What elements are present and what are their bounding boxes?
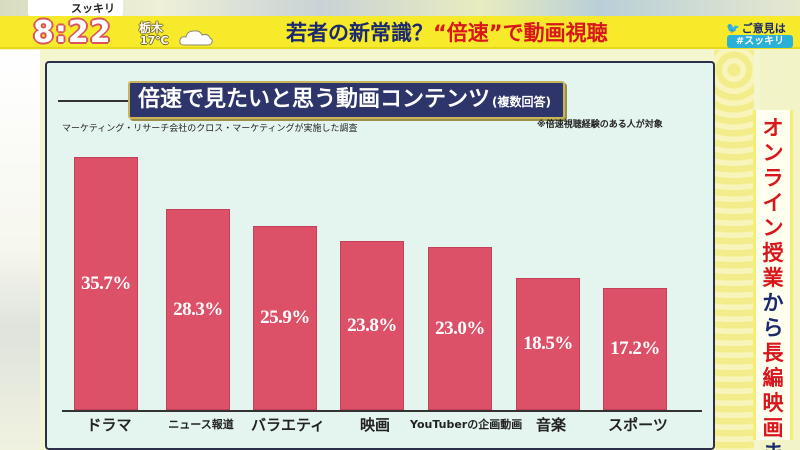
- side-char: 映: [762, 391, 784, 415]
- side-char: ン: [762, 141, 784, 165]
- bar-value: 28.3%: [173, 298, 223, 320]
- side-char: ら: [762, 316, 784, 340]
- clock: 8:22: [33, 15, 112, 50]
- chart-title-text: 倍速で見たいと思う動画コンテンツ: [138, 87, 491, 112]
- bar-chart: 35.7% 28.3% 25.9% 23.8% 23.0% 18.5% 17.2…: [62, 140, 702, 412]
- bar-drama: 35.7%: [74, 157, 138, 410]
- bar-movie: 23.8%: [340, 241, 404, 410]
- chart-source: マーケティング・リサーチ会社のクロス・マーケティングが実施した調査: [62, 124, 358, 134]
- side-char: 編: [762, 366, 784, 390]
- side-char: ラ: [762, 166, 784, 190]
- bar-value: 23.0%: [435, 317, 485, 339]
- bar-sports: 17.2%: [603, 288, 667, 410]
- category-label: スポーツ: [608, 416, 668, 434]
- side-char: オ: [762, 116, 784, 140]
- bar-value: 18.5%: [523, 333, 573, 354]
- side-char: イ: [762, 191, 784, 215]
- weather-location: 栃木: [139, 21, 164, 35]
- top-info-bar: [0, 16, 800, 49]
- weather-temperature: 17℃: [140, 34, 169, 47]
- category-label: バラエティ: [250, 416, 326, 434]
- twitter-prompt: 🐦 ご意見は: [726, 20, 786, 36]
- side-char: か: [762, 291, 784, 315]
- category-label: 映画: [359, 416, 390, 434]
- bar-variety: 25.9%: [253, 226, 317, 410]
- bar-music: 18.5%: [516, 278, 580, 410]
- studio-right-decoration: [714, 50, 754, 450]
- chart-note: ※倍速視聴経験のある人が対象: [537, 120, 663, 130]
- twitter-label: ご意見は: [741, 22, 786, 35]
- bar-news: 28.3%: [166, 209, 230, 410]
- category-label: YouTuberの企画動画: [410, 418, 523, 431]
- side-char: 画: [762, 416, 784, 440]
- bar-value: 25.9%: [260, 307, 310, 328]
- chart-title-sub: (複数回答): [492, 95, 551, 109]
- bar-youtuber: 23.0%: [428, 247, 492, 410]
- headline: 若者の新常識？“倍速”で動画視聴: [286, 17, 608, 49]
- bar-value: 23.8%: [347, 314, 397, 336]
- category-label: ドラマ: [86, 416, 132, 434]
- category-label: ニュース報道: [168, 418, 234, 431]
- x-axis-baseline: [62, 410, 702, 412]
- side-caption-banner: オ ン ラ イ ン 授 業 か ら 長 編 映 画 ま で: [753, 110, 793, 450]
- hashtag-badge: #スッキリ: [727, 35, 793, 48]
- side-char: ン: [762, 216, 784, 240]
- side-char: ま: [763, 441, 784, 450]
- studio-background: [0, 0, 800, 16]
- cloud-icon: [179, 30, 213, 46]
- side-char: 長: [762, 341, 784, 365]
- bar-value: 17.2%: [610, 338, 660, 359]
- studio-left-wall: [0, 50, 40, 450]
- title-rule: [58, 100, 138, 102]
- chart-title: 倍速で見たいと思う動画コンテンツ (複数回答): [128, 81, 565, 119]
- program-name-tab: スッキリ: [28, 0, 123, 17]
- headline-part1: 若者の新常識？: [286, 21, 433, 45]
- twitter-bird-icon: 🐦: [726, 22, 740, 35]
- headline-part2: “倍速”で動画視聴: [433, 21, 608, 45]
- category-label: 音楽: [535, 416, 566, 434]
- side-char: 業: [762, 266, 784, 290]
- bar-value: 35.7%: [81, 272, 131, 294]
- side-char: 授: [762, 241, 784, 265]
